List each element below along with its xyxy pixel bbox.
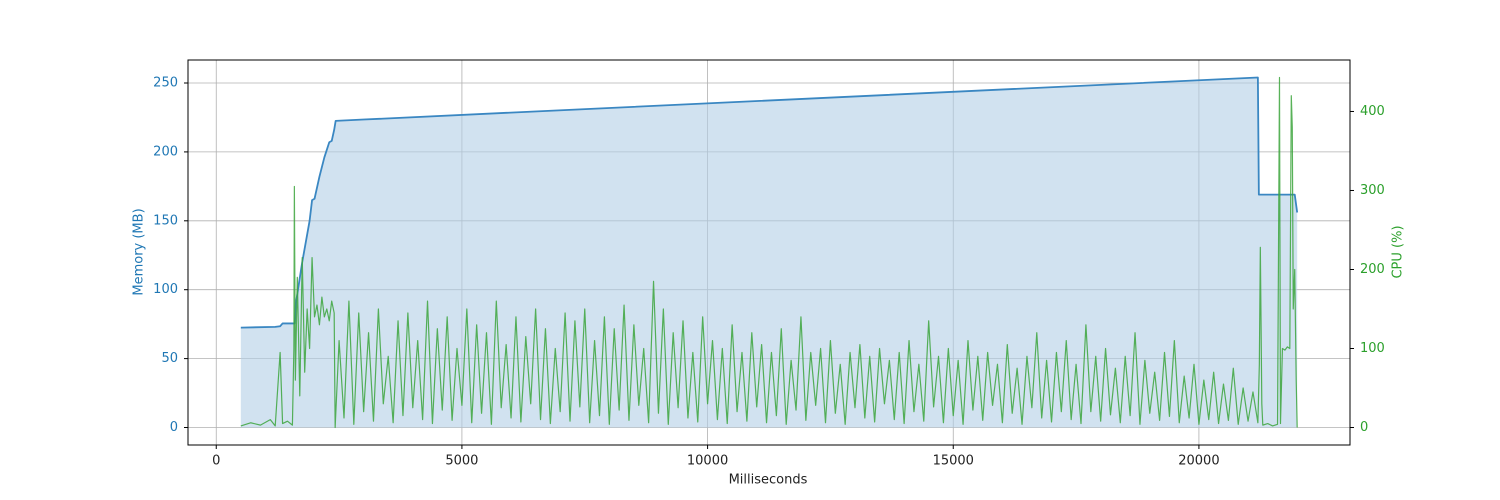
y2-tick-label: 300 bbox=[1360, 183, 1385, 198]
x-tick-label: 20000 bbox=[1178, 454, 1219, 469]
y-tick-label: 100 bbox=[153, 282, 178, 297]
plot-frame bbox=[187, 59, 1351, 446]
y2-axis-label: CPU (%) bbox=[1391, 225, 1406, 278]
y2-tick-label: 100 bbox=[1360, 341, 1385, 356]
y2-tick-label: 400 bbox=[1360, 104, 1385, 119]
y-tick-label: 50 bbox=[161, 351, 178, 366]
y-tick-label: 200 bbox=[153, 144, 178, 159]
y-tick-label: 150 bbox=[153, 213, 178, 228]
y-tick-label: 250 bbox=[153, 76, 178, 91]
x-tick-label: 15000 bbox=[933, 454, 974, 469]
y2-tick-label: 200 bbox=[1360, 262, 1385, 277]
y2-tick-label: 0 bbox=[1360, 420, 1368, 435]
y-axis-label: Memory (MB) bbox=[132, 208, 147, 295]
memory-line bbox=[240, 76, 1299, 329]
cpu-line bbox=[240, 76, 1298, 429]
x-axis-label: Milliseconds bbox=[729, 473, 808, 488]
memory-area bbox=[240, 77, 1298, 428]
x-tick-label: 0 bbox=[212, 454, 220, 469]
y-tick-label: 0 bbox=[170, 420, 178, 435]
x-tick-label: 5000 bbox=[445, 454, 478, 469]
x-tick-label: 10000 bbox=[687, 454, 728, 469]
